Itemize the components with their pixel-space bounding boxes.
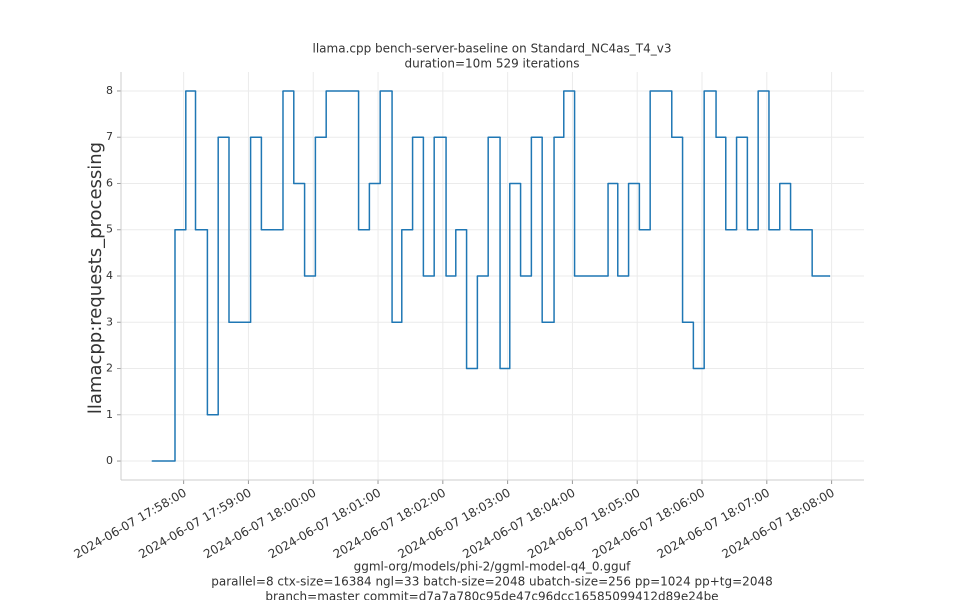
y-tick-label: 2 (106, 362, 113, 375)
x-tick-label: 2024-06-07 18:00:00 (201, 486, 318, 562)
y-tick-label: 1 (106, 408, 113, 421)
y-axis-label: llamacpp:requests_processing (85, 142, 106, 414)
chart-subtitle: duration=10m 529 iterations (405, 57, 580, 71)
x-tick-label: 2024-06-07 18:05:00 (525, 486, 642, 562)
x-tick-label: 2024-06-07 18:06:00 (590, 486, 707, 562)
y-tick-label: 3 (106, 315, 113, 328)
x-tick-label: 2024-06-07 17:58:00 (72, 486, 189, 562)
x-tick-label: 2024-06-07 18:03:00 (395, 486, 512, 562)
footer-line: ggml-org/models/phi-2/ggml-model-q4_0.gg… (354, 560, 632, 574)
y-tick-label: 7 (106, 130, 113, 143)
x-tick-label: 2024-06-07 17:59:00 (136, 486, 253, 562)
x-tick-label: 2024-06-07 18:04:00 (460, 486, 577, 562)
y-tick-label: 8 (106, 84, 113, 97)
x-tick-label: 2024-06-07 18:07:00 (655, 486, 772, 562)
x-tick-label: 2024-06-07 18:02:00 (331, 486, 448, 562)
x-tick-label: 2024-06-07 18:01:00 (266, 486, 383, 562)
y-tick-label: 4 (106, 269, 113, 282)
chart-title: llama.cpp bench-server-baseline on Stand… (313, 42, 672, 56)
footer-line: parallel=8 ctx-size=16384 ngl=33 batch-s… (211, 575, 772, 589)
y-tick-label: 6 (106, 176, 113, 189)
x-tick-label: 2024-06-07 18:08:00 (719, 486, 836, 562)
footer-line: branch=master commit=d7a7a780c95de47c96d… (265, 590, 718, 600)
y-tick-label: 0 (106, 454, 113, 467)
y-tick-label: 5 (106, 223, 113, 236)
